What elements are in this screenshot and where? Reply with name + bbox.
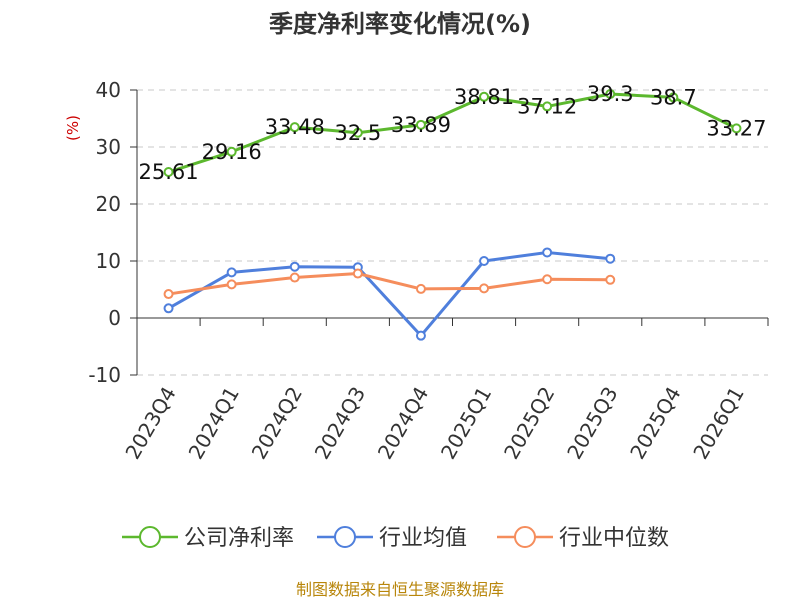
data-point [289, 122, 300, 133]
data-label: 39.3 [587, 82, 634, 106]
data-label: 33.48 [265, 115, 325, 139]
series-行业中位数 [163, 268, 616, 300]
data-point [226, 267, 237, 278]
data-point [415, 283, 426, 294]
data-point [352, 268, 363, 279]
x-tick-label: 2025Q2 [499, 383, 559, 464]
data-label: 37.12 [517, 94, 577, 118]
data-point [542, 274, 553, 285]
data-point [479, 256, 490, 266]
series-line [167, 250, 611, 338]
y-tick-label: 30 [96, 135, 121, 159]
x-tick-label: 2023Q4 [120, 383, 180, 464]
y-tick-label: -10 [88, 363, 121, 387]
data-point [605, 253, 616, 264]
legend-label: 行业均值 [379, 526, 467, 551]
y-tick-label: 40 [96, 78, 121, 102]
data-point [479, 283, 490, 294]
y-tick-label: 10 [96, 249, 121, 273]
data-point [415, 119, 426, 130]
legend-label: 公司净利率 [184, 526, 294, 551]
data-label: 33.27 [706, 116, 766, 140]
data-label: 33.89 [391, 113, 451, 137]
y-tick-label: 0 [108, 306, 121, 330]
data-point [163, 303, 174, 314]
legend-item: 公司净利率 [122, 526, 294, 551]
grid-lines [137, 89, 768, 376]
data-point [415, 330, 426, 341]
x-tick-label: 2024Q1 [184, 383, 244, 464]
data-point [352, 127, 363, 138]
legend-marker [139, 526, 161, 548]
x-tick-label: 2024Q2 [247, 383, 307, 464]
series-line [168, 272, 611, 296]
legend-marker [334, 526, 356, 548]
data-label: 38.81 [454, 85, 514, 109]
data-point [668, 92, 679, 103]
data-label: 32.5 [334, 121, 381, 145]
data-point [479, 91, 490, 102]
x-tick-label: 2025Q3 [562, 383, 622, 464]
data-point [731, 123, 742, 134]
data-point [605, 88, 616, 99]
chart-title: 季度净利率变化情况(%) [269, 10, 531, 38]
legend-item: 行业中位数 [497, 526, 669, 551]
legend-label: 行业中位数 [559, 526, 669, 551]
x-tick-label: 2025Q1 [436, 383, 496, 464]
data-label: 25.61 [138, 160, 198, 184]
data-source-note: 制图数据来自恒生聚源数据库 [296, 580, 504, 599]
data-point [226, 146, 237, 157]
x-tick-label: 2026Q1 [688, 383, 748, 464]
x-tick-label: 2024Q3 [310, 383, 370, 464]
y-tick-label: 20 [96, 192, 121, 216]
data-label: 29.16 [202, 140, 262, 164]
legend: 公司净利率 行业均值 行业中位数 [122, 526, 669, 551]
legend-marker [514, 526, 536, 548]
data-point [163, 289, 174, 300]
data-point [542, 101, 553, 112]
data-point [289, 261, 300, 272]
x-tick-label: 2024Q4 [373, 383, 433, 464]
data-point [289, 272, 300, 283]
data-point [163, 167, 174, 178]
data-label: 38.7 [650, 85, 697, 109]
legend-item: 行业均值 [317, 526, 467, 551]
x-tick-label: 2025Q4 [625, 383, 685, 464]
y-axis-label: (%) [64, 115, 82, 141]
series-line [168, 92, 738, 174]
data-point [226, 279, 237, 290]
data-point [605, 274, 616, 285]
data-point [542, 247, 553, 258]
